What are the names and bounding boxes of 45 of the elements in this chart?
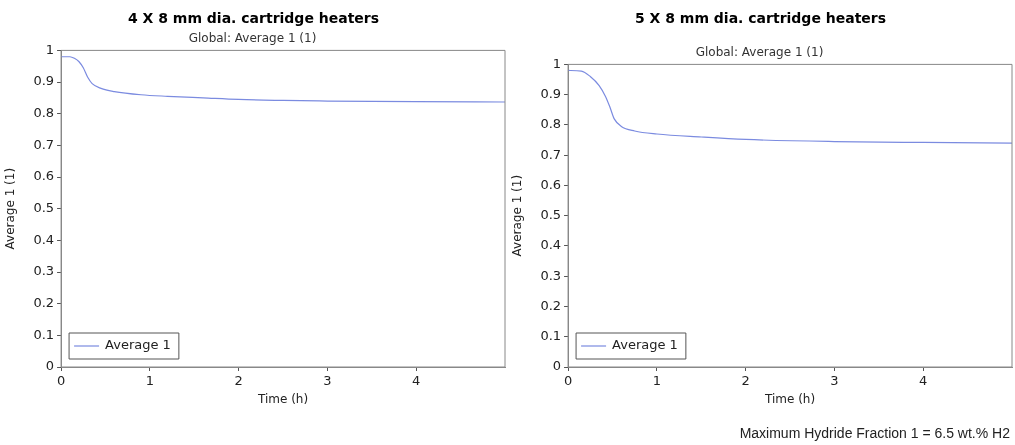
y-axis-title: Average 1 (1) bbox=[3, 167, 18, 250]
x-tick-label: 4 bbox=[412, 373, 421, 389]
y-tick-label: 0.2 bbox=[540, 297, 562, 313]
line-series bbox=[568, 69, 1012, 144]
y-tick-label: 0 bbox=[552, 358, 562, 374]
chart-subtitle: Global: Average 1 (1) bbox=[188, 31, 317, 46]
chart-title: 4 X 8 mm dia. cartridge heaters bbox=[126, 9, 381, 28]
x-axis-title: Time (h) bbox=[763, 391, 816, 406]
y-tick-label: 0.9 bbox=[540, 86, 562, 102]
x-tick-label: 1 bbox=[145, 373, 154, 389]
text: Maximum Hydride Fraction 1 = 6.5 wt.% H2 bbox=[739, 425, 1010, 441]
x-tick-label: 1 bbox=[652, 373, 661, 389]
y-tick-label: 0.8 bbox=[540, 116, 562, 132]
y-tick-label: 1 bbox=[552, 55, 562, 71]
y-tick-label: 0.2 bbox=[33, 295, 55, 311]
y-tick-label: 0.1 bbox=[540, 328, 562, 344]
x-tick-label: 0 bbox=[563, 373, 573, 389]
y-tick-label: 0.3 bbox=[540, 267, 562, 283]
y-tick-label: 0.4 bbox=[540, 237, 562, 253]
line-series bbox=[61, 56, 505, 103]
y-tick-label: 0.6 bbox=[540, 176, 562, 192]
x-tick-label: 2 bbox=[741, 373, 750, 389]
y-tick-label: 0.7 bbox=[33, 136, 55, 152]
y-tick-label: 0.9 bbox=[33, 73, 55, 89]
chart-title: 5 X 8 mm dia. cartridge heaters bbox=[633, 9, 888, 28]
legend-label: Average 1 bbox=[105, 337, 171, 353]
x-tick-label: 4 bbox=[919, 373, 928, 389]
chart-subtitle: Global: Average 1 (1) bbox=[695, 45, 824, 60]
y-tick-label: 0.5 bbox=[33, 200, 55, 216]
y-tick-label: 0.4 bbox=[33, 231, 55, 247]
y-tick-label: 1 bbox=[45, 41, 55, 57]
y-tick-label: 0.8 bbox=[33, 105, 55, 121]
x-axis-title: Time (h) bbox=[256, 391, 309, 406]
x-tick-label: 2 bbox=[234, 373, 243, 389]
y-tick-label: 0.3 bbox=[33, 263, 55, 279]
y-tick-label: 0.6 bbox=[33, 168, 55, 184]
y-tick-label: 0.1 bbox=[33, 326, 55, 342]
x-tick-label: 3 bbox=[830, 373, 839, 389]
y-tick-label: 0.5 bbox=[540, 207, 562, 223]
x-tick-label: 3 bbox=[323, 373, 332, 389]
y-tick-label: 0.7 bbox=[540, 146, 562, 162]
x-tick-label: 0 bbox=[56, 373, 66, 389]
y-axis-title: Average 1 (1) bbox=[510, 174, 525, 257]
legend-label: Average 1 bbox=[612, 337, 678, 353]
y-tick-label: 0 bbox=[45, 358, 55, 374]
